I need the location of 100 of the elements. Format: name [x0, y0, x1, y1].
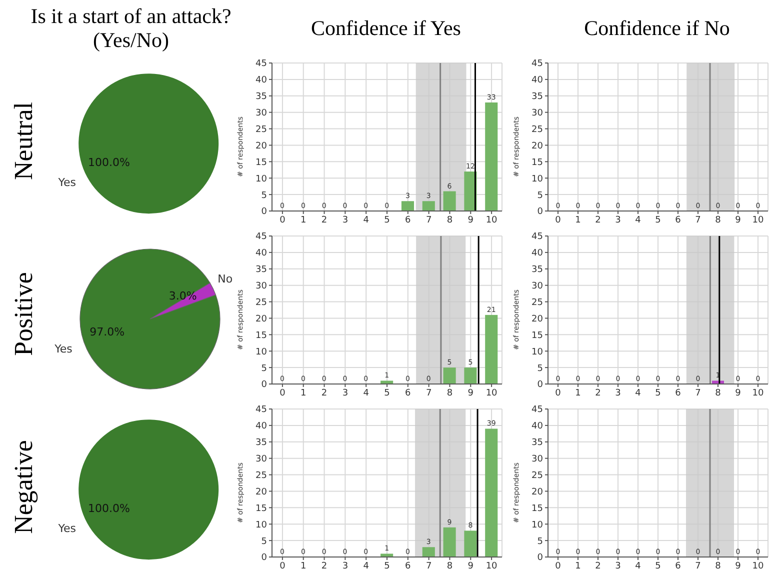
x-tick-label: 5: [655, 561, 661, 572]
x-tick-label: 6: [675, 388, 682, 398]
x-tick-label: 8: [446, 215, 453, 226]
x-tick-label: 2: [321, 561, 328, 572]
y-tick-label: 35: [532, 265, 543, 276]
x-tick-label: 8: [715, 561, 722, 572]
x-tick-label: 0: [280, 561, 286, 572]
x-tick-label: 5: [655, 215, 661, 226]
y-tick-label: 5: [261, 536, 267, 547]
y-tick-label: 35: [532, 438, 543, 448]
x-tick-label: 7: [426, 561, 432, 572]
x-tick-label: 5: [384, 561, 390, 572]
x-tick-label: 8: [715, 215, 722, 226]
x-tick-label: 9: [468, 215, 474, 226]
x-tick-label: 3: [615, 561, 621, 572]
y-tick-label: 25: [256, 298, 267, 308]
y-tick-label: 20: [532, 314, 544, 324]
y-tick-label: 45: [532, 405, 543, 416]
x-tick-label: 9: [735, 388, 742, 398]
y-tick-label: 20: [256, 314, 268, 324]
chart-title: Confidence if Yes: [310, 14, 462, 42]
x-tick-label: 0: [555, 561, 562, 572]
x-tick-label: 9: [468, 388, 474, 398]
y-tick-label: 20: [532, 487, 544, 498]
y-tick-label: 5: [537, 536, 543, 547]
x-tick-label: 10: [752, 561, 764, 572]
x-tick-label: 1: [300, 215, 306, 226]
x-tick-label: 3: [342, 215, 348, 226]
slice-label: No: [218, 272, 233, 286]
x-tick-label: 7: [695, 561, 701, 572]
x-tick-label: 1: [300, 561, 306, 572]
y-tick-label: 35: [256, 438, 267, 448]
x-tick-label: 8: [446, 561, 453, 572]
y-tick-label: 35: [256, 92, 267, 102]
x-tick-label: 9: [735, 215, 742, 226]
x-tick-label: 4: [635, 388, 642, 398]
x-tick-label: 2: [595, 388, 601, 398]
x-tick-label: 6: [405, 561, 412, 572]
y-tick-label: 0: [261, 380, 268, 390]
y-tick-label: 35: [256, 265, 267, 276]
y-tick-label: 10: [532, 347, 544, 358]
y-tick-label: 45: [532, 232, 543, 242]
slice-label: Yes: [54, 342, 73, 356]
y-tick-label: 25: [532, 124, 543, 135]
y-tick-label: 10: [532, 174, 544, 184]
y-tick-label: 40: [532, 422, 544, 432]
text: Negative: [9, 440, 39, 534]
x-tick-label: 3: [342, 388, 348, 398]
x-tick-label: 0: [555, 215, 562, 226]
y-tick-label: 5: [537, 190, 543, 201]
x-tick-label: 1: [575, 388, 581, 398]
x-tick-label: 7: [426, 388, 432, 398]
y-tick-label: 30: [256, 108, 268, 119]
y-tick-label: 40: [256, 422, 268, 432]
y-tick-label: 40: [532, 76, 544, 86]
y-tick-label: 45: [532, 59, 543, 70]
chart-title: Confidence if No: [583, 14, 731, 42]
y-tick-label: 40: [532, 248, 544, 259]
x-tick-label: 4: [635, 215, 642, 226]
y-tick-label: 25: [256, 470, 267, 481]
y-tick-label: 15: [256, 504, 267, 514]
x-tick-label: 7: [426, 215, 432, 226]
x-tick-label: 6: [675, 561, 682, 572]
y-tick-label: 5: [261, 190, 267, 201]
x-tick-label: 10: [752, 215, 764, 226]
x-tick-label: 2: [321, 215, 328, 226]
x-tick-label: 9: [468, 561, 474, 572]
y-tick-label: 30: [532, 282, 544, 292]
y-tick-label: 10: [256, 347, 268, 358]
y-tick-label: 10: [256, 520, 268, 530]
y-tick-label: 40: [256, 248, 268, 259]
y-tick-label: 25: [532, 298, 543, 308]
y-tick-label: 30: [532, 454, 544, 465]
data-label: 100.0%: [88, 156, 130, 170]
x-tick-label: 3: [615, 215, 621, 226]
y-tick-label: 45: [256, 59, 267, 70]
y-tick-label: 0: [537, 553, 544, 564]
x-tick-label: 3: [615, 388, 621, 398]
y-tick-label: 30: [256, 282, 268, 292]
x-tick-label: 7: [695, 215, 701, 226]
x-tick-label: 7: [695, 388, 701, 398]
y-tick-label: 30: [256, 454, 268, 465]
y-tick-label: 15: [256, 330, 267, 341]
y-tick-label: 20: [256, 141, 268, 152]
x-tick-label: 10: [486, 215, 498, 226]
text: Neutral: [9, 102, 39, 180]
y-tick-label: 20: [256, 487, 268, 498]
y-tick-label: 25: [532, 470, 543, 481]
data-label: 100.0%: [88, 502, 130, 516]
x-tick-label: 1: [575, 561, 581, 572]
x-tick-label: 10: [752, 388, 764, 398]
y-tick-label: 15: [532, 330, 543, 341]
y-tick-label: 45: [256, 232, 267, 242]
text: Positive: [9, 272, 39, 356]
x-tick-label: 2: [321, 388, 328, 398]
y-tick-label: 40: [256, 76, 268, 86]
x-tick-label: 2: [595, 215, 601, 226]
chart-title: Is it a start of an attack? (Yes/No): [30, 2, 232, 54]
y-tick-label: 35: [532, 92, 543, 102]
y-tick-label: 0: [537, 380, 544, 390]
